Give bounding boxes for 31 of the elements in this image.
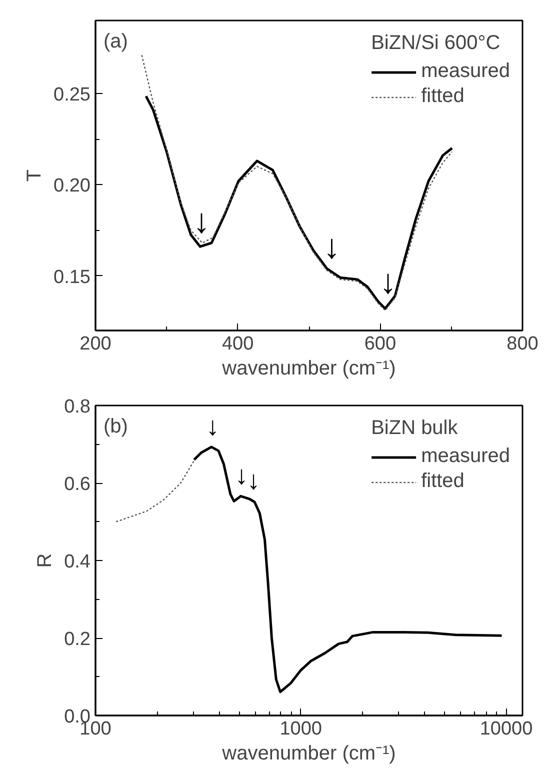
y-tick-label: 0.8	[64, 396, 91, 418]
legend-title: BiZN/Si 600°C	[371, 32, 502, 55]
y-tick-label: 0.20	[54, 176, 91, 197]
x-tick-label: 800	[506, 334, 538, 354]
x-tick-label: 200	[80, 334, 112, 354]
y-tick-label: 0.6	[64, 474, 91, 495]
x-tick-label: 600	[364, 334, 396, 354]
annotation: (b)	[104, 416, 128, 438]
annotation: ↓	[323, 228, 340, 266]
y-tick-label: 0.25	[54, 84, 91, 106]
annotation: ↓	[193, 202, 210, 241]
y-axis-title: R	[34, 553, 56, 568]
y-tick-label: 0.4	[64, 552, 91, 572]
x-axis-title: wavenumber (cm⁻¹)	[221, 742, 396, 764]
annotation: ↓	[379, 262, 396, 301]
legend-title: BiZN bulk	[371, 417, 459, 440]
legend-label: fitted	[421, 470, 464, 493]
y-axis-title: T	[24, 169, 46, 182]
annotation: (a)	[104, 30, 128, 52]
x-tick-label: 400	[222, 334, 254, 354]
x-tick-label: 1000	[280, 718, 322, 740]
annotation: ↓	[206, 410, 220, 441]
annotation: ↓	[247, 465, 260, 496]
x-tick-label: 10000	[480, 718, 533, 740]
legend-label: measured	[421, 60, 510, 83]
legend-label: measured	[421, 445, 510, 468]
y-tick-label: 0.15	[54, 266, 91, 288]
annotation: ↓	[235, 460, 248, 490]
legend-label: fitted	[421, 85, 464, 108]
x-axis-title: wavenumber (cm⁻¹)	[221, 358, 396, 380]
y-tick-label: 0.2	[64, 629, 91, 650]
